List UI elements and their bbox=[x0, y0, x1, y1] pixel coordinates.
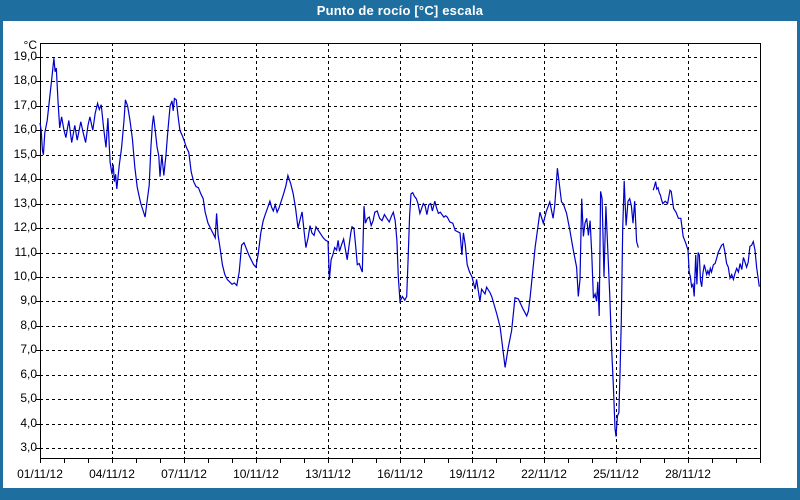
x-tick-label: 13/11/12 bbox=[305, 467, 351, 481]
plot-frame bbox=[40, 43, 761, 459]
y-tick-label: 14,0 bbox=[13, 171, 37, 185]
y-tick-label: 15,0 bbox=[13, 147, 37, 161]
y-tick-label: 3,0 bbox=[20, 440, 37, 454]
y-tick-label: 19,0 bbox=[13, 49, 37, 63]
dew-point-line bbox=[39, 58, 760, 437]
title-bar: Punto de rocío [°C] escala bbox=[0, 0, 800, 21]
x-tick-label: 22/11/12 bbox=[521, 467, 567, 481]
y-tick-label: 17,0 bbox=[13, 98, 37, 112]
y-tick-label: 11,0 bbox=[14, 245, 37, 259]
x-tick-label: 07/11/12 bbox=[161, 467, 207, 481]
window-frame-right bbox=[797, 21, 800, 500]
y-tick-label: 5,0 bbox=[20, 391, 37, 405]
y-tick-label: 10,0 bbox=[13, 269, 37, 283]
y-tick-label: 18,0 bbox=[13, 73, 37, 87]
chart-title: Punto de rocío [°C] escala bbox=[316, 3, 484, 18]
y-tick-label: 6,0 bbox=[20, 367, 37, 381]
x-tick-label: 04/11/12 bbox=[89, 467, 135, 481]
y-tick-label: 12,0 bbox=[13, 220, 37, 234]
y-tick-label: 4,0 bbox=[20, 416, 37, 430]
window-frame-bottom bbox=[0, 488, 800, 500]
dew-point-line-segment bbox=[652, 181, 760, 297]
x-tick-label: 01/11/12 bbox=[17, 467, 63, 481]
y-tick-label: 16,0 bbox=[13, 122, 37, 136]
x-tick-label: 16/11/12 bbox=[377, 467, 423, 481]
dew-point-line-segment bbox=[39, 58, 639, 437]
x-tick-label: 25/11/12 bbox=[593, 467, 639, 481]
y-axis-unit-label: °C bbox=[23, 38, 37, 52]
y-tick-label: 8,0 bbox=[20, 318, 37, 332]
x-tick-label: 10/11/12 bbox=[233, 467, 279, 481]
x-tick-label: 19/11/12 bbox=[449, 467, 495, 481]
window-frame-left bbox=[0, 21, 3, 500]
y-tick-label: 9,0 bbox=[20, 293, 37, 307]
gridlines bbox=[40, 43, 760, 458]
y-tick-label: 7,0 bbox=[20, 342, 37, 356]
x-tick-label: 28/11/12 bbox=[665, 467, 711, 481]
y-tick-label: 13,0 bbox=[13, 196, 37, 210]
